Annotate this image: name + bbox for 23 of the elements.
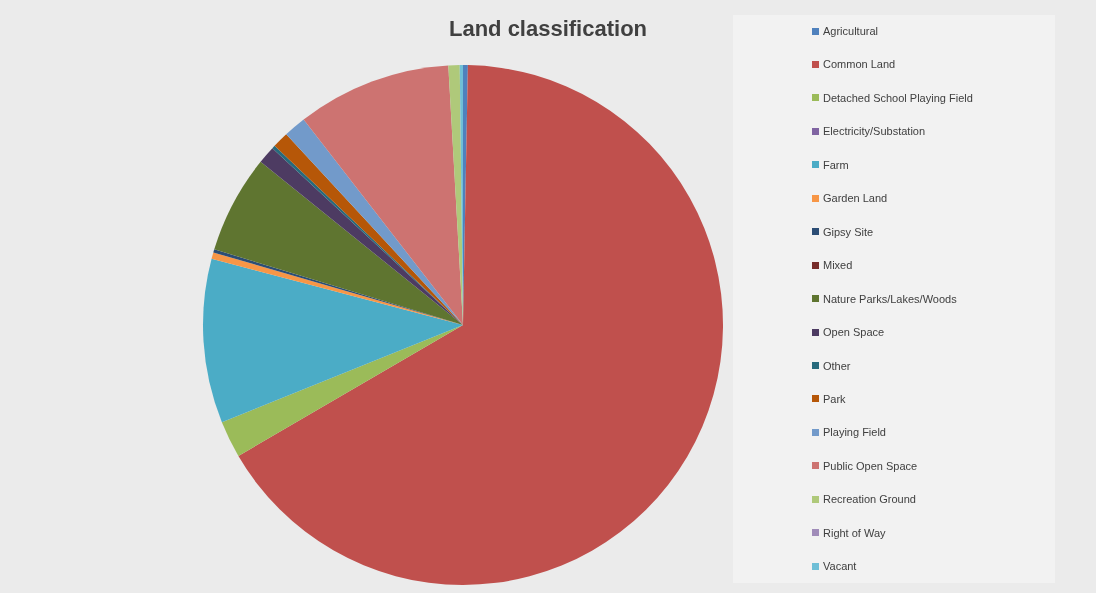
pie-slice — [238, 65, 723, 585]
legend-label: Playing Field — [823, 426, 886, 439]
legend-label: Nature Parks/Lakes/Woods — [823, 292, 957, 305]
legend-label: Detached School Playing Field — [823, 91, 973, 104]
legend-label: Garden Land — [823, 192, 888, 205]
legend-label: Park — [823, 392, 846, 405]
legend-label: Farm — [823, 158, 849, 171]
legend-label: Gipsy Site — [823, 225, 874, 238]
legend-label: Recreation Ground — [823, 493, 916, 506]
legend-label: Electricity/Substation — [823, 125, 926, 138]
legend-label: Right of Way — [823, 526, 886, 539]
legend-label: Agricultural — [823, 25, 879, 37]
pie-slice — [214, 161, 463, 325]
pie-slice — [303, 65, 463, 325]
legend-label: Vacant — [823, 560, 857, 573]
legend-label: Open Space — [823, 326, 885, 339]
legend-label: Mixed — [823, 259, 853, 272]
legend-label: Other — [823, 359, 851, 372]
chart-title: Land classification — [447, 16, 649, 42]
pie-slice — [221, 325, 463, 456]
pie-slice — [203, 258, 463, 423]
legend-label: Public Open Space — [823, 459, 918, 472]
legend-label: Common Land — [823, 58, 896, 71]
